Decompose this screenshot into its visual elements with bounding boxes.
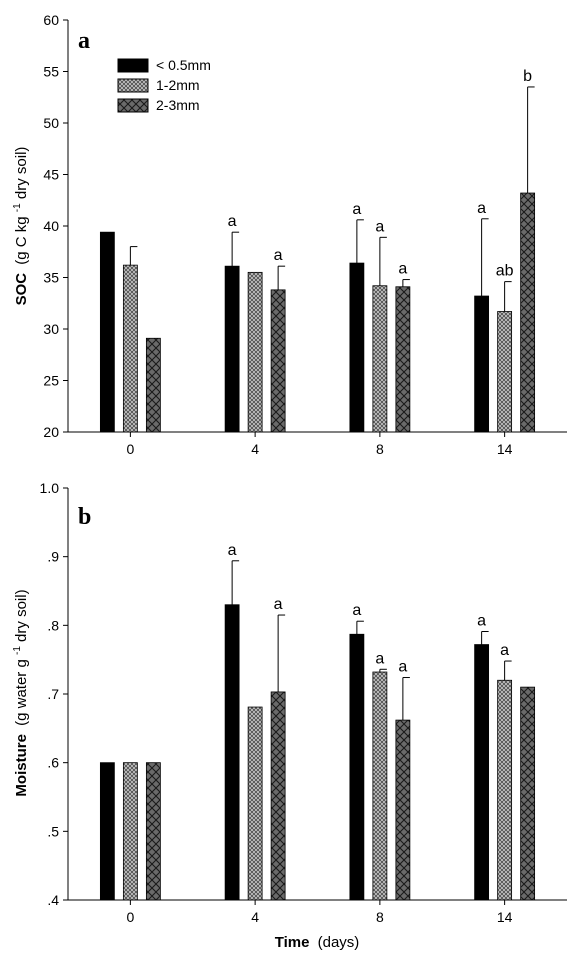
p1-y-tick-label: .5 [47, 823, 59, 839]
p1-bar-s3-c1 [270, 691, 286, 901]
p0-bar-s1-c1 [224, 265, 240, 433]
p1-bar-s1-c1 [224, 604, 240, 901]
p1-bar-s3-c0 [145, 762, 161, 901]
p1-significance-label: a [352, 602, 361, 619]
p0-bar-s3-c3 [520, 192, 536, 433]
p0-bar-s3-c0 [145, 337, 161, 433]
p1-y-tick-label: .8 [47, 617, 59, 633]
p0-x-tick-label: 4 [251, 441, 259, 457]
p0-significance-label: ab [496, 263, 514, 280]
p0-y-tick-label: 30 [43, 321, 59, 337]
legend-item-3: 2-3mm [117, 97, 200, 113]
p0-bar-s1-c0 [99, 231, 115, 433]
y-axis-label-a: SOC (g C kg -1 dry soil) [7, 147, 30, 306]
p1-significance-label: a [228, 542, 237, 559]
legend-label-2: 1-2mm [156, 77, 200, 93]
p0-significance-label: b [523, 68, 532, 85]
legend-swatch-1 [117, 58, 149, 73]
legend-label-1: < 0.5mm [156, 57, 211, 73]
legend-item-1: < 0.5mm [117, 57, 211, 73]
p1-significance-label: a [375, 650, 384, 667]
p0-bar-s2-c2 [372, 285, 388, 433]
p0-bar-s2-c1 [247, 271, 263, 433]
p1-significance-label: a [398, 659, 407, 676]
p0-significance-label: a [228, 213, 237, 230]
p0-y-tick-label: 20 [43, 424, 59, 440]
p0-significance-label: a [398, 261, 407, 278]
p0-bar-s2-c3 [497, 311, 513, 433]
p0-y-tick-label: 45 [43, 167, 59, 183]
p0-bar-s3-c2 [395, 286, 411, 433]
p1-y-tick-label: .9 [47, 549, 59, 565]
p1-y-tick-label: .7 [47, 686, 59, 702]
p0-bar-s1-c3 [474, 295, 490, 433]
p1-bar-s2-c2 [372, 671, 388, 901]
p1-significance-label: a [274, 596, 283, 613]
p0-y-tick-label: 25 [43, 373, 59, 389]
legend-item-2: 1-2mm [117, 77, 200, 93]
p1-y-tick-label: 1.0 [40, 480, 60, 496]
p0-significance-label: a [477, 200, 486, 217]
p0-bar-s2-c0 [122, 264, 138, 433]
p1-bar-s3-c3 [520, 686, 536, 901]
p1-bar-s1-c0 [99, 762, 115, 901]
p1-significance-label: a [477, 613, 486, 630]
p1-y-tick-label: .4 [47, 892, 59, 908]
p0-x-tick-label: 0 [126, 441, 134, 457]
p0-x-tick-label: 8 [376, 441, 384, 457]
p1-y-tick-label: .6 [47, 755, 59, 771]
p0-y-tick-label: 40 [43, 218, 59, 234]
p1-bar-s1-c2 [349, 633, 365, 901]
p1-bar-s2-c0 [122, 762, 138, 901]
p0-significance-label: a [352, 201, 361, 218]
p0-bar-s1-c2 [349, 262, 365, 433]
p0-significance-label: a [274, 247, 283, 264]
p1-x-tick-label: 8 [376, 909, 384, 925]
p1-x-tick-label: 0 [126, 909, 134, 925]
p1-bar-s2-c1 [247, 706, 263, 901]
p1-bar-s3-c2 [395, 719, 411, 901]
legend-swatch-2 [117, 78, 149, 93]
p0-bar-s3-c1 [270, 289, 286, 433]
panel-label-b: b [78, 504, 91, 530]
p0-significance-label: a [375, 218, 384, 235]
legend-label-3: 2-3mm [156, 97, 200, 113]
p0-y-tick-label: 55 [43, 64, 59, 80]
p1-x-tick-label: 4 [251, 909, 259, 925]
p1-bar-s1-c3 [474, 644, 490, 901]
p0-y-tick-label: 35 [43, 270, 59, 286]
legend-swatch-3 [117, 98, 149, 113]
panel-label-a: a [78, 28, 90, 54]
p0-y-tick-label: 60 [43, 12, 59, 28]
p1-bar-s2-c3 [497, 679, 513, 901]
p0-y-tick-label: 50 [43, 115, 59, 131]
p0-x-tick-label: 14 [497, 441, 513, 457]
y-axis-label-b: Moisture (g water g -1 dry soil) [7, 589, 30, 796]
p1-significance-label: a [500, 642, 509, 659]
p1-x-tick-label: 14 [497, 909, 513, 925]
x-axis-label-b: Time (days) [275, 934, 360, 951]
legend-a: < 0.5mm 1-2mm 2-3mm [117, 57, 211, 113]
